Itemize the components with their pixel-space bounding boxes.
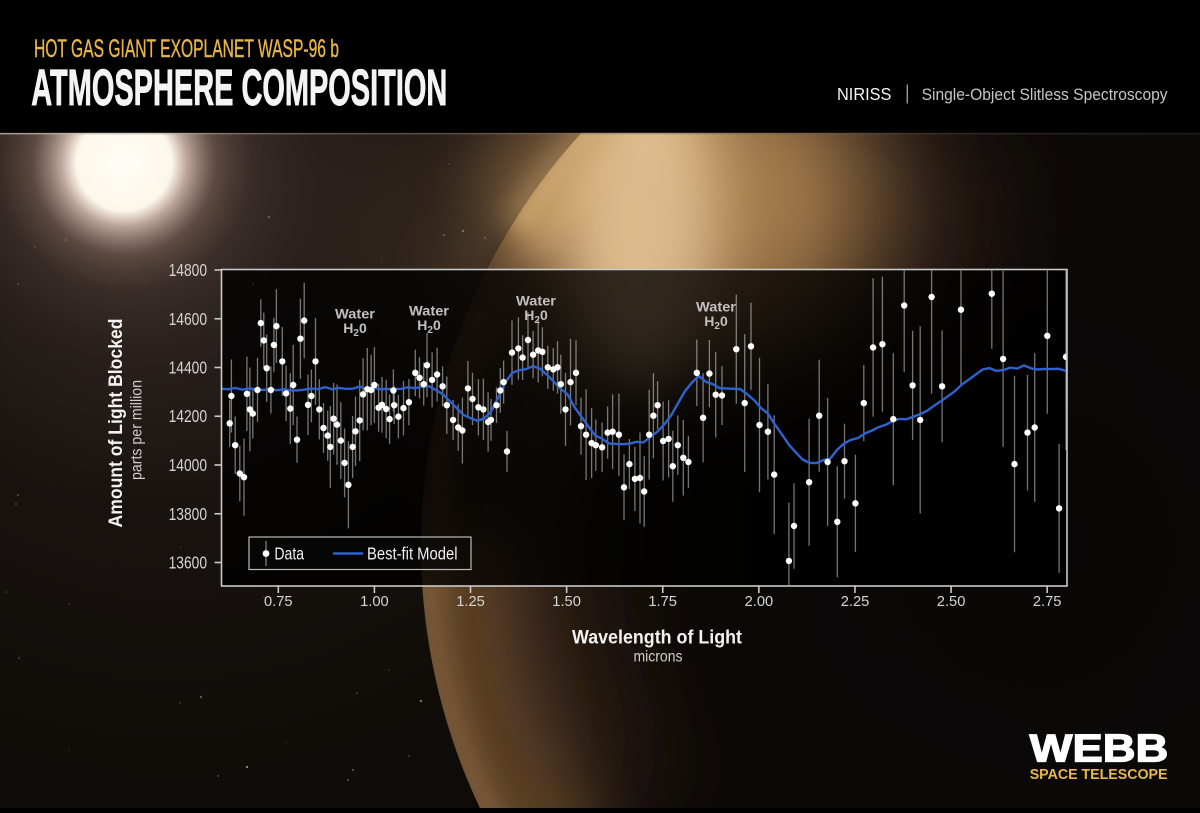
svg-text:1.25: 1.25 (456, 593, 485, 610)
svg-text:H20: H20 (343, 320, 367, 339)
svg-text:SPACE TELESCOPE: SPACE TELESCOPE (1030, 767, 1168, 783)
svg-text:H20: H20 (704, 313, 728, 332)
svg-text:Water: Water (696, 298, 737, 314)
svg-text:Water: Water (409, 302, 450, 318)
svg-text:Water: Water (516, 292, 557, 308)
svg-text:14800: 14800 (169, 260, 207, 280)
svg-text:2.00: 2.00 (745, 593, 774, 610)
svg-text:1.50: 1.50 (552, 593, 581, 610)
svg-text:microns: microns (634, 649, 683, 666)
svg-text:WEBB: WEBB (1030, 728, 1169, 771)
svg-text:1.00: 1.00 (360, 593, 389, 610)
svg-text:14400: 14400 (169, 358, 207, 378)
svg-text:2.25: 2.25 (841, 593, 870, 610)
svg-text:14600: 14600 (169, 309, 207, 329)
svg-text:NIRISS: NIRISS (837, 84, 891, 104)
svg-text:2.50: 2.50 (937, 593, 966, 610)
svg-text:Data: Data (274, 544, 304, 564)
svg-text:Amount of Light Blocked: Amount of Light Blocked (105, 319, 127, 528)
svg-text:H20: H20 (417, 317, 441, 336)
svg-text:1.75: 1.75 (648, 593, 677, 610)
svg-text:Best-fit Model: Best-fit Model (367, 544, 458, 564)
svg-text:13800: 13800 (169, 504, 207, 524)
svg-text:0.75: 0.75 (264, 593, 293, 610)
svg-text:Wavelength of Light: Wavelength of Light (572, 628, 743, 649)
svg-text:parts per million: parts per million (129, 380, 146, 480)
svg-text:14000: 14000 (169, 455, 207, 475)
svg-text:13600: 13600 (169, 553, 207, 573)
svg-text:HOT GAS GIANT EXOPLANET WASP-9: HOT GAS GIANT EXOPLANET WASP-96 b (34, 35, 339, 63)
svg-text:ATMOSPHERE COMPOSITION: ATMOSPHERE COMPOSITION (31, 59, 447, 116)
svg-text:2.75: 2.75 (1033, 593, 1062, 610)
svg-text:Single-Object Slitless Spectro: Single-Object Slitless Spectroscopy (922, 86, 1169, 104)
svg-text:H20: H20 (524, 307, 548, 326)
svg-text:14200: 14200 (169, 406, 207, 426)
svg-text:Water: Water (335, 305, 376, 321)
